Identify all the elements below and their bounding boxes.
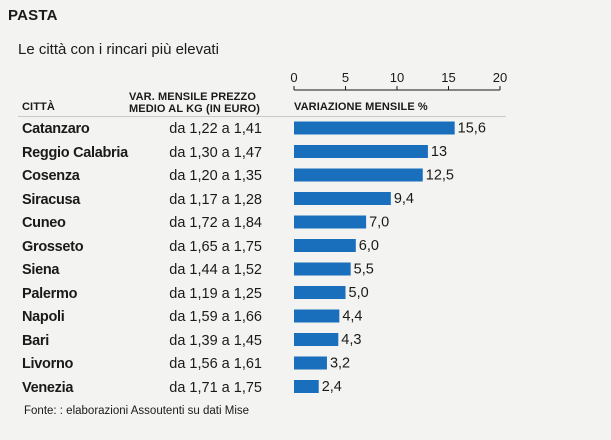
table-row: Venezia da 1,71 a 1,75 [0, 377, 611, 400]
city-name: Venezia [22, 379, 74, 396]
bar [294, 168, 423, 182]
bar [294, 239, 356, 252]
table-row: Livorno da 1,56 a 1,61 [0, 353, 611, 376]
bar [294, 286, 346, 299]
price-range: da 1,22 a 1,41 [169, 121, 262, 137]
bar [294, 215, 367, 229]
table-row: Palermo da 1,19 a 1,25 [0, 283, 611, 306]
city-name: Grosseto [22, 238, 84, 255]
bar-value-label: 3,2 [330, 356, 350, 372]
x-tick-label: 15 [441, 70, 455, 85]
table-row: Bari da 1,39 a 1,45 [0, 330, 611, 353]
header-city: CITTÀ [22, 101, 55, 113]
header-variation: VARIAZIONE MENSILE % [294, 101, 428, 113]
price-range: da 1,19 a 1,25 [169, 285, 262, 302]
city-name: Siracusa [22, 191, 81, 208]
city-name: Napoli [22, 309, 65, 325]
bar-value-label: 7,0 [369, 215, 389, 231]
source-note: Fonte: : elaborazioni Assoutenti su dati… [24, 405, 250, 417]
bar-value-label: 15,6 [458, 121, 486, 137]
bar [294, 145, 428, 158]
table-row: Napoli da 1,59 a 1,66 [0, 306, 611, 329]
table-row: Catanzaro da 1,22 a 1,41 [0, 118, 611, 141]
city-name: Siena [22, 262, 60, 278]
price-range: da 1,17 a 1,28 [169, 191, 262, 208]
bar-value-label: 12,5 [426, 168, 454, 184]
bar-value-label: 4,4 [342, 309, 362, 325]
city-name: Bari [22, 332, 50, 349]
table-row: Grosseto da 1,65 a 1,75 [0, 236, 611, 259]
bar [294, 380, 319, 393]
city-name: Cosenza [22, 168, 80, 184]
bar-value-label: 4,3 [341, 332, 361, 348]
city-name: Cuneo [22, 215, 66, 231]
bar [294, 356, 327, 370]
price-range: da 1,59 a 1,66 [169, 309, 262, 325]
price-range: da 1,71 a 1,75 [169, 379, 262, 396]
header-price-line2: MEDIO AL KG (IN EURO) [129, 103, 261, 115]
price-range: da 1,65 a 1,75 [169, 238, 262, 255]
header-price-line1: VAR. MENSILE PREZZO [129, 91, 256, 103]
header-price: VAR. MENSILE PREZZO MEDIO AL KG (IN EURO… [129, 91, 269, 115]
city-name: Reggio Calabria [22, 144, 128, 161]
bar [294, 333, 339, 346]
price-range: da 1,44 a 1,52 [169, 262, 262, 278]
price-range: da 1,30 a 1,47 [169, 144, 262, 161]
table-row: Siracusa da 1,17 a 1,28 [0, 189, 611, 212]
bar-value-label: 2,4 [322, 379, 342, 395]
price-range: da 1,20 a 1,35 [169, 168, 262, 184]
x-tick-label: 10 [390, 70, 404, 85]
bar [294, 309, 340, 323]
bar [294, 192, 391, 205]
bar-value-label: 6,0 [359, 238, 379, 254]
table-row: Cuneo da 1,72 a 1,84 [0, 212, 611, 235]
bar [294, 262, 351, 276]
price-range: da 1,56 a 1,61 [169, 356, 262, 372]
bar-value-label: 13 [431, 144, 447, 160]
bar-value-label: 5,5 [354, 262, 374, 278]
bar [294, 121, 455, 135]
table-row: Siena da 1,44 a 1,52 [0, 259, 611, 282]
section-title: PASTA [8, 7, 58, 24]
city-name: Catanzaro [22, 121, 90, 137]
price-range: da 1,72 a 1,84 [169, 215, 262, 231]
chart-subtitle: Le città con i rincari più elevati [18, 41, 219, 58]
bar-value-label: 9,4 [394, 191, 414, 207]
bar-value-label: 5,0 [349, 285, 369, 301]
table-row: Cosenza da 1,20 a 1,35 [0, 165, 611, 188]
x-tick-label: 0 [290, 70, 297, 85]
table-row: Reggio Calabria da 1,30 a 1,47 [0, 142, 611, 165]
header-divider [18, 116, 506, 117]
city-name: Livorno [22, 356, 74, 372]
city-name: Palermo [22, 285, 78, 302]
price-range: da 1,39 a 1,45 [169, 332, 262, 349]
x-tick-label: 20 [493, 70, 507, 85]
x-tick-label: 5 [342, 70, 349, 85]
